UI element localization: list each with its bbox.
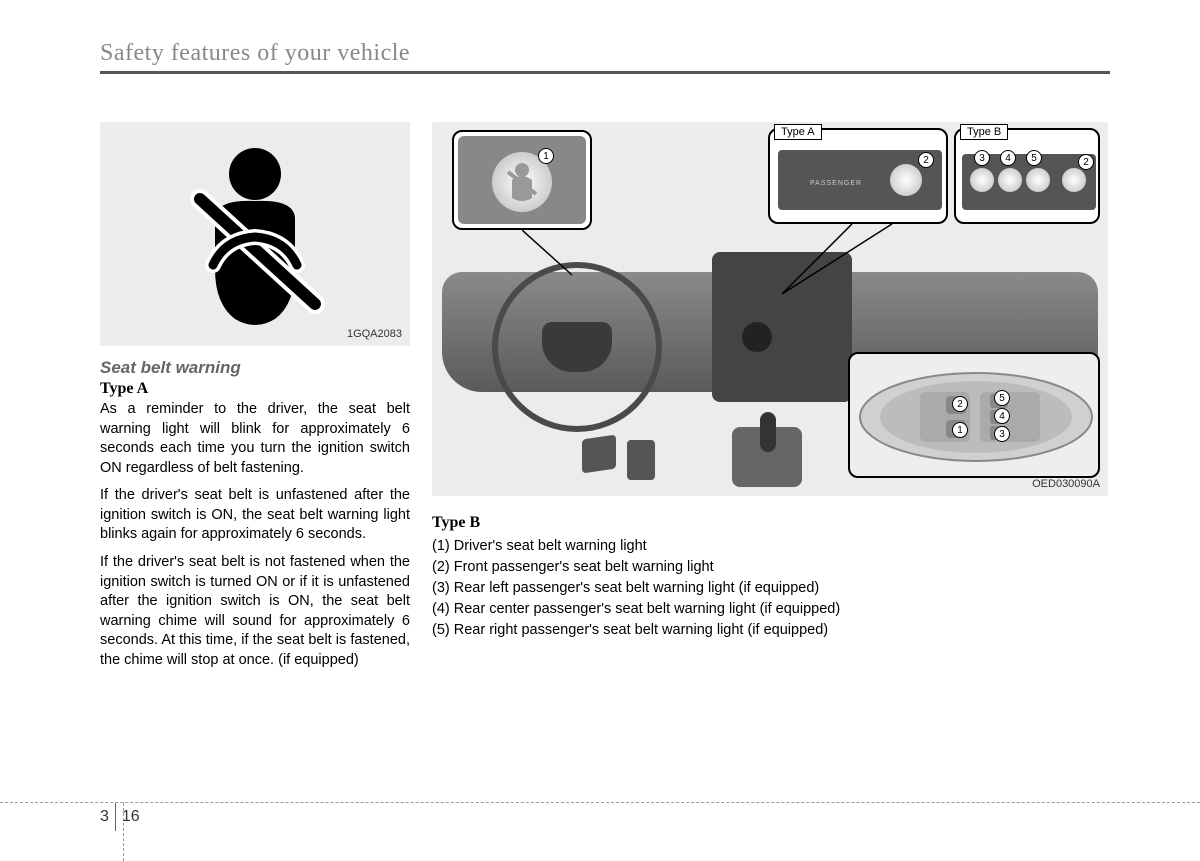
callout-type-a: PASSENGER 2 <box>768 128 948 224</box>
passenger-label: PASSENGER <box>810 180 862 187</box>
shifter-knob <box>760 412 776 452</box>
tb-num-4: 4 <box>1000 150 1016 166</box>
footer-section-number: 3 <box>100 808 109 826</box>
pedal-1 <box>582 435 616 474</box>
section-title: Seat belt warning <box>100 358 410 378</box>
seatbelt-icon <box>165 139 345 329</box>
type-a-light <box>890 164 922 196</box>
left-column: 1GQA2083 Seat belt warning Type A As a r… <box>100 122 410 678</box>
tb-light-3 <box>970 168 994 192</box>
tb-light-4 <box>998 168 1022 192</box>
pedal-2 <box>627 440 655 480</box>
type-b-label-box: Type B <box>960 124 1008 140</box>
tb-num-5: 5 <box>1026 150 1042 166</box>
footer-separator <box>115 803 116 831</box>
header-rule <box>100 71 1110 74</box>
callout-type-b: 3 4 5 2 <box>954 128 1100 224</box>
paragraph-3: If the driver's seat belt is not fastene… <box>100 553 410 670</box>
tb-light-5 <box>1026 168 1050 192</box>
right-column: 1 PASSENGER 2 Type A <box>432 122 1108 678</box>
tb-num-2: 2 <box>1078 154 1094 170</box>
tb-light-2 <box>1062 168 1086 192</box>
page-header-title: Safety features of your vehicle <box>100 40 1110 67</box>
tb-num-3: 3 <box>974 150 990 166</box>
callout-a-num-2: 2 <box>918 152 934 168</box>
steering-hub <box>542 322 612 372</box>
figure-code-right: OED030090A <box>1032 478 1100 490</box>
type-a-heading: Type A <box>100 380 410 398</box>
callout-cluster: 1 <box>452 130 592 230</box>
list-item-1: (1) Driver's seat belt warning light <box>432 536 1108 557</box>
footer-dashed-horizontal <box>0 802 1200 803</box>
type-a-label-box: Type A <box>774 124 822 140</box>
figure-code-left: 1GQA2083 <box>347 328 402 340</box>
leader-line-1 <box>522 230 582 280</box>
footer-page-number: 16 <box>122 808 140 826</box>
tv-num-3: 3 <box>994 426 1010 442</box>
tv-num-4: 4 <box>994 408 1010 424</box>
list-item-3: (3) Rear left passenger's seat belt warn… <box>432 578 1108 599</box>
callout-num-1: 1 <box>538 148 554 164</box>
tv-num-2: 2 <box>952 396 968 412</box>
paragraph-2: If the driver's seat belt is unfastened … <box>100 486 410 545</box>
console-knob <box>742 322 772 352</box>
list-item-4: (4) Rear center passenger's seat belt wa… <box>432 599 1108 620</box>
seatbelt-icon-panel: 1GQA2083 <box>100 122 410 346</box>
tv-num-1: 1 <box>952 422 968 438</box>
tv-num-5: 5 <box>994 390 1010 406</box>
paragraph-1: As a reminder to the driver, the seat be… <box>100 400 410 478</box>
list-item-2: (2) Front passenger's seat belt warning … <box>432 557 1108 578</box>
dashboard-diagram-panel: 1 PASSENGER 2 Type A <box>432 122 1108 496</box>
page-footer: 3 16 <box>100 803 140 831</box>
list-item-5: (5) Rear right passenger's seat belt war… <box>432 620 1108 641</box>
leader-line-2 <box>782 224 902 304</box>
type-b-heading: Type B <box>432 514 1108 532</box>
car-topview-inset: 1 2 3 4 5 <box>848 352 1100 478</box>
